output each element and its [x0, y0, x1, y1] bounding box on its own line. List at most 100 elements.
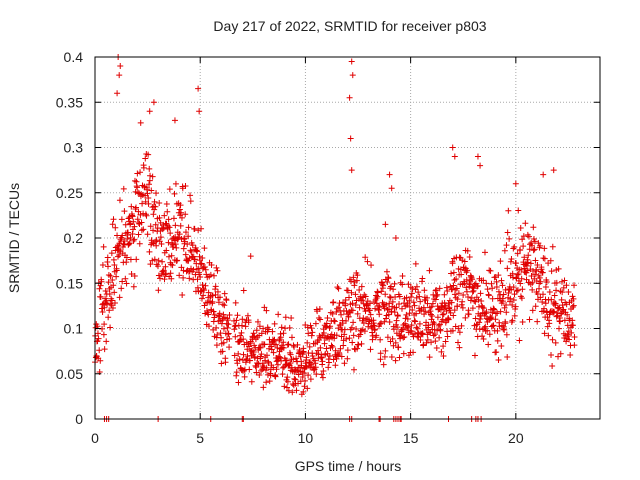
- data-point: [479, 333, 486, 340]
- data-point: [244, 312, 251, 319]
- data-point: [434, 314, 441, 321]
- data-point: [445, 300, 452, 307]
- data-point: [109, 221, 116, 228]
- data-point: [235, 350, 242, 357]
- data-point: [317, 316, 324, 323]
- data-point: [109, 277, 116, 284]
- data-point: [307, 322, 314, 329]
- data-point: [288, 364, 295, 371]
- data-point: [281, 383, 288, 390]
- data-point: [197, 261, 204, 268]
- data-point: [386, 319, 393, 326]
- data-point: [207, 271, 214, 278]
- data-point: [477, 290, 484, 297]
- data-point: [284, 374, 291, 381]
- data-point: [284, 378, 291, 385]
- data-point: [155, 257, 162, 264]
- data-point: [499, 298, 506, 305]
- data-point: [383, 301, 390, 308]
- data-point: [540, 255, 547, 262]
- data-point: [503, 302, 510, 309]
- data-point: [280, 344, 287, 351]
- data-point: [553, 287, 560, 294]
- data-point: [287, 360, 294, 367]
- data-point: [232, 299, 239, 306]
- data-point: [353, 326, 360, 333]
- data-point: [353, 277, 360, 284]
- data-point: [453, 285, 460, 292]
- data-point: [549, 362, 556, 369]
- data-point: [504, 229, 511, 236]
- data-point: [253, 364, 260, 371]
- data-point: [275, 311, 282, 318]
- data-point: [360, 300, 367, 307]
- data-point: [150, 211, 157, 218]
- data-point: [109, 305, 116, 312]
- data-point: [135, 208, 142, 215]
- data-point: [140, 210, 147, 217]
- data-point: [214, 288, 221, 295]
- data-point: [502, 320, 509, 327]
- data-point: [304, 339, 311, 346]
- data-point: [200, 285, 207, 292]
- data-point: [570, 302, 577, 309]
- data-point: [569, 303, 576, 310]
- data-point: [167, 230, 174, 237]
- data-point: [393, 304, 400, 311]
- data-point: [540, 171, 547, 178]
- data-point: [358, 283, 365, 290]
- data-point: [288, 334, 295, 341]
- data-point: [352, 291, 359, 298]
- data-point: [214, 267, 221, 274]
- data-point: [425, 329, 432, 336]
- data-point: [327, 323, 334, 330]
- data-point: [421, 287, 428, 294]
- data-point: [420, 341, 427, 348]
- data-point: [146, 108, 153, 115]
- data-point: [454, 303, 461, 310]
- data-point: [152, 221, 159, 228]
- data-point: [447, 309, 454, 316]
- data-point: [520, 233, 527, 240]
- data-point: [518, 295, 525, 302]
- data-point: [194, 284, 201, 291]
- data-point: [144, 190, 151, 197]
- data-point: [493, 278, 500, 285]
- data-point: [121, 208, 128, 215]
- data-point: [263, 379, 270, 386]
- data-point: [465, 294, 472, 301]
- y-tick-label: 0.35: [56, 94, 83, 110]
- data-point: [275, 353, 282, 360]
- data-point: [408, 294, 415, 301]
- data-point: [541, 245, 548, 252]
- data-point: [429, 313, 436, 320]
- data-point: [519, 236, 526, 243]
- data-point: [278, 324, 285, 331]
- data-point: [377, 320, 384, 327]
- data-point: [291, 366, 298, 373]
- data-point: [483, 280, 490, 287]
- data-point: [424, 294, 431, 301]
- data-point: [301, 370, 308, 377]
- data-point: [487, 313, 494, 320]
- data-point: [319, 358, 326, 365]
- data-point: [220, 311, 227, 318]
- data-point: [358, 340, 365, 347]
- data-point: [144, 231, 151, 238]
- data-point: [120, 185, 127, 192]
- data-point: [534, 318, 541, 325]
- data-point: [182, 251, 189, 258]
- data-point: [408, 290, 415, 297]
- data-point: [295, 371, 302, 378]
- data-point: [172, 222, 179, 229]
- data-point: [348, 324, 355, 331]
- data-point: [391, 280, 398, 287]
- data-point: [539, 299, 546, 306]
- data-point: [167, 270, 174, 277]
- x-tick-label: 0: [91, 430, 99, 446]
- data-point: [413, 294, 420, 301]
- data-point: [219, 301, 226, 308]
- data-point: [201, 263, 208, 270]
- data-point: [246, 366, 253, 373]
